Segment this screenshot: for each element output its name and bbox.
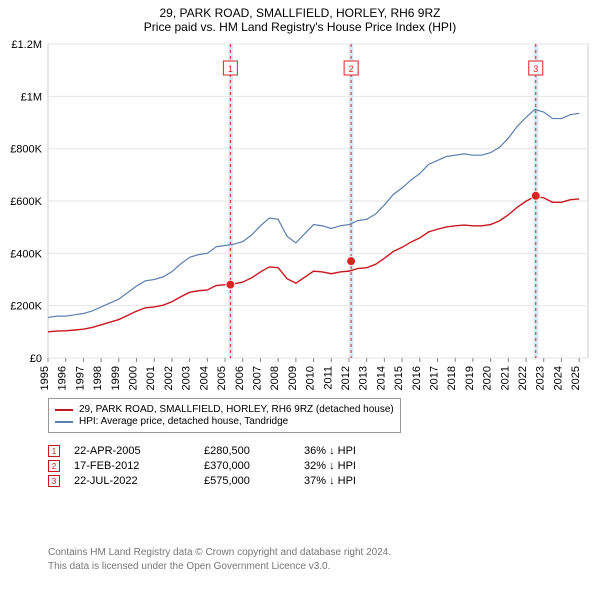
event-row: 3 22-JUL-2022£575,00037% ↓ HPI: [48, 475, 404, 487]
svg-text:1996: 1996: [57, 366, 69, 390]
legend: 29, PARK ROAD, SMALLFIELD, HORLEY, RH6 9…: [48, 398, 401, 433]
event-marker-box: 1: [48, 445, 60, 457]
svg-text:£600K: £600K: [10, 196, 42, 208]
legend-swatch: [55, 409, 73, 411]
footnote: Contains HM Land Registry data © Crown c…: [48, 546, 391, 574]
event-pct: 32% ↓ HPI: [304, 460, 404, 472]
legend-label: HPI: Average price, detached house, Tand…: [79, 416, 288, 427]
event-marker-box: 3: [48, 475, 60, 487]
svg-text:2022: 2022: [517, 366, 529, 390]
svg-text:2020: 2020: [482, 366, 494, 390]
svg-text:£1.2M: £1.2M: [11, 39, 42, 51]
event-row: 2 17-FEB-2012£370,00032% ↓ HPI: [48, 460, 404, 472]
legend-item: 29, PARK ROAD, SMALLFIELD, HORLEY, RH6 9…: [55, 404, 394, 415]
svg-text:1995: 1995: [39, 366, 51, 390]
svg-text:3: 3: [533, 64, 538, 74]
footnote-line1: Contains HM Land Registry data © Crown c…: [48, 546, 391, 560]
legend-label: 29, PARK ROAD, SMALLFIELD, HORLEY, RH6 9…: [79, 404, 394, 415]
svg-text:2015: 2015: [393, 366, 405, 390]
svg-text:2004: 2004: [198, 366, 210, 390]
svg-text:2000: 2000: [128, 366, 140, 390]
event-date: 22-APR-2005: [74, 445, 204, 457]
svg-text:2025: 2025: [570, 366, 582, 390]
svg-text:2021: 2021: [499, 366, 511, 390]
event-date: 22-JUL-2022: [74, 475, 204, 487]
svg-text:2001: 2001: [145, 366, 157, 390]
svg-text:2017: 2017: [429, 366, 441, 390]
event-pct: 36% ↓ HPI: [304, 445, 404, 457]
chart-svg: £0 £200K £400K £600K £800K £1M £1.2M 1995 1996 19…: [0, 0, 600, 590]
svg-text:2008: 2008: [269, 366, 281, 390]
svg-text:£400K: £400K: [10, 248, 42, 260]
legend-swatch: [55, 421, 73, 423]
event-date: 17-FEB-2012: [74, 460, 204, 472]
svg-text:£1M: £1M: [21, 91, 42, 103]
svg-text:2023: 2023: [535, 366, 547, 390]
svg-text:2012: 2012: [340, 366, 352, 390]
event-price: £575,000: [204, 475, 304, 487]
event-row: 1 22-APR-2005£280,50036% ↓ HPI: [48, 445, 404, 457]
svg-text:2018: 2018: [446, 366, 458, 390]
svg-text:1998: 1998: [92, 366, 104, 390]
svg-text:2003: 2003: [181, 366, 193, 390]
svg-text:1: 1: [228, 64, 233, 74]
event-marker-box: 2: [48, 460, 60, 472]
svg-text:2002: 2002: [163, 366, 175, 390]
event-price: £370,000: [204, 460, 304, 472]
event-price: £280,500: [204, 445, 304, 457]
svg-text:2024: 2024: [552, 366, 564, 390]
svg-text:2019: 2019: [464, 366, 476, 390]
svg-text:2013: 2013: [358, 366, 370, 390]
svg-text:2014: 2014: [375, 366, 387, 390]
svg-text:1999: 1999: [110, 366, 122, 390]
svg-text:2: 2: [349, 64, 354, 74]
legend-item: HPI: Average price, detached house, Tand…: [55, 416, 394, 427]
svg-text:2010: 2010: [305, 366, 317, 390]
event-pct: 37% ↓ HPI: [304, 475, 404, 487]
events-table: 1 22-APR-2005£280,50036% ↓ HPI 2 17-FEB-201…: [48, 442, 404, 490]
svg-text:2005: 2005: [216, 366, 228, 390]
svg-text:£800K: £800K: [10, 144, 42, 156]
svg-text:1997: 1997: [74, 366, 86, 390]
svg-text:2007: 2007: [251, 366, 263, 390]
svg-text:£200K: £200K: [10, 301, 42, 313]
chart-container: 29, PARK ROAD, SMALLFIELD, HORLEY, RH6 9…: [0, 0, 600, 590]
svg-text:2006: 2006: [234, 366, 246, 390]
svg-text:2009: 2009: [287, 366, 299, 390]
svg-text:2016: 2016: [411, 366, 423, 390]
svg-text:2011: 2011: [322, 366, 334, 390]
footnote-line2: This data is licensed under the Open Gov…: [48, 560, 391, 574]
svg-text:£0: £0: [30, 353, 42, 365]
